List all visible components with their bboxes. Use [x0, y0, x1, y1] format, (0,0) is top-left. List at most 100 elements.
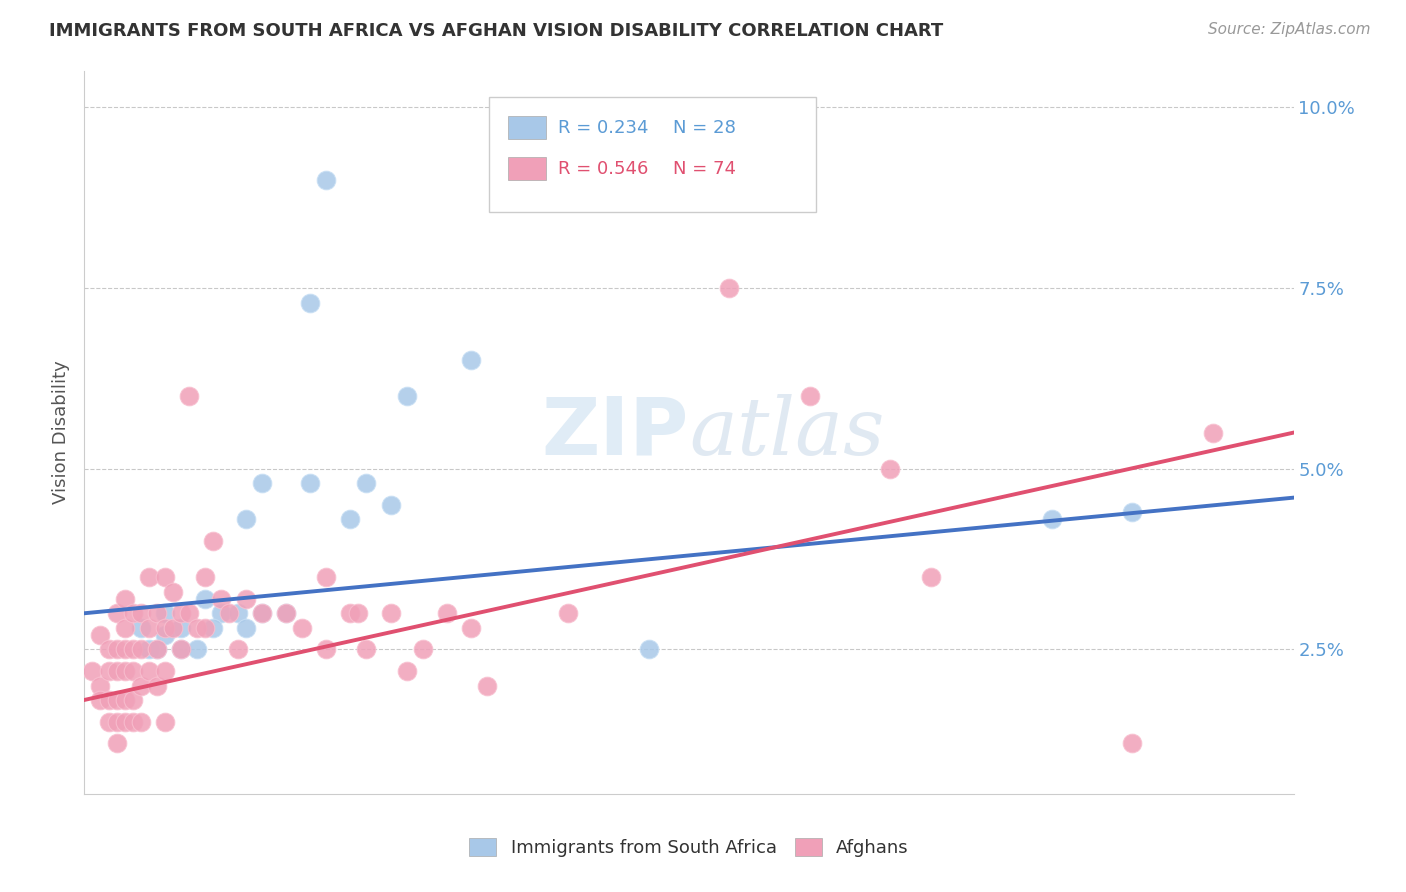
Point [121, 607, 143, 621]
Text: R = 0.546: R = 0.546 [558, 160, 648, 178]
Text: atlas: atlas [689, 394, 884, 471]
Point [114, 621, 136, 635]
Point [129, 642, 152, 657]
Point [114, 642, 136, 657]
Point [162, 621, 184, 635]
Point [121, 714, 143, 729]
Point [129, 714, 152, 729]
Point [179, 389, 201, 403]
Point [315, 570, 337, 584]
Text: IMMIGRANTS FROM SOUTH AFRICA VS AFGHAN VISION DISABILITY CORRELATION CHART: IMMIGRANTS FROM SOUTH AFRICA VS AFGHAN V… [49, 22, 943, 40]
Point [170, 607, 193, 621]
Text: R = 0.234: R = 0.234 [558, 119, 648, 136]
Text: Source: ZipAtlas.com: Source: ZipAtlas.com [1208, 22, 1371, 37]
Point [121, 693, 143, 707]
Point [235, 621, 257, 635]
Point [299, 295, 322, 310]
Point [97, 664, 120, 678]
Point [170, 642, 193, 657]
Point [138, 642, 160, 657]
Point [97, 642, 120, 657]
Point [105, 693, 128, 707]
Point [129, 607, 152, 621]
Point [250, 476, 273, 491]
Point [226, 642, 249, 657]
Point [347, 607, 370, 621]
Point [89, 628, 111, 642]
Point [436, 607, 458, 621]
Point [202, 621, 225, 635]
FancyBboxPatch shape [508, 116, 547, 139]
Point [274, 607, 297, 621]
Point [146, 642, 169, 657]
FancyBboxPatch shape [489, 96, 815, 212]
Point [82, 664, 104, 678]
Point [121, 642, 143, 657]
Point [170, 621, 193, 635]
Point [395, 664, 418, 678]
Point [460, 353, 482, 368]
Point [114, 714, 136, 729]
Point [235, 591, 257, 606]
Point [114, 664, 136, 678]
Point [138, 664, 160, 678]
Point [146, 678, 169, 692]
Point [380, 607, 402, 621]
Point [356, 642, 378, 657]
Point [637, 642, 659, 657]
Point [129, 678, 152, 692]
Point [89, 693, 111, 707]
Point [250, 607, 273, 621]
Point [186, 621, 208, 635]
Point [557, 607, 579, 621]
Point [153, 621, 176, 635]
Point [153, 664, 176, 678]
Point [1121, 736, 1143, 750]
FancyBboxPatch shape [508, 157, 547, 180]
Point [356, 476, 378, 491]
Point [339, 607, 361, 621]
Point [299, 476, 322, 491]
Point [218, 607, 240, 621]
Point [105, 642, 128, 657]
Point [274, 607, 297, 621]
Point [194, 621, 217, 635]
Point [1202, 425, 1225, 440]
Point [718, 281, 741, 295]
Point [879, 462, 901, 476]
Point [1040, 512, 1063, 526]
Point [339, 512, 361, 526]
Point [194, 570, 217, 584]
Point [97, 714, 120, 729]
Text: ZIP: ZIP [541, 393, 689, 472]
Point [226, 607, 249, 621]
Point [799, 389, 821, 403]
Point [105, 607, 128, 621]
Point [250, 607, 273, 621]
Point [186, 642, 208, 657]
Point [209, 607, 232, 621]
Point [1121, 505, 1143, 519]
Point [105, 736, 128, 750]
Point [89, 678, 111, 692]
Point [170, 642, 193, 657]
Point [138, 570, 160, 584]
Point [114, 591, 136, 606]
Point [194, 591, 217, 606]
Point [315, 642, 337, 657]
Point [153, 628, 176, 642]
Point [153, 607, 176, 621]
Point [477, 678, 499, 692]
Point [114, 693, 136, 707]
Point [153, 570, 176, 584]
Point [153, 714, 176, 729]
Point [179, 607, 201, 621]
Point [97, 693, 120, 707]
Point [920, 570, 942, 584]
Point [209, 591, 232, 606]
Point [129, 621, 152, 635]
Y-axis label: Vision Disability: Vision Disability [52, 360, 70, 505]
Text: N = 74: N = 74 [673, 160, 737, 178]
Point [138, 621, 160, 635]
Point [146, 607, 169, 621]
